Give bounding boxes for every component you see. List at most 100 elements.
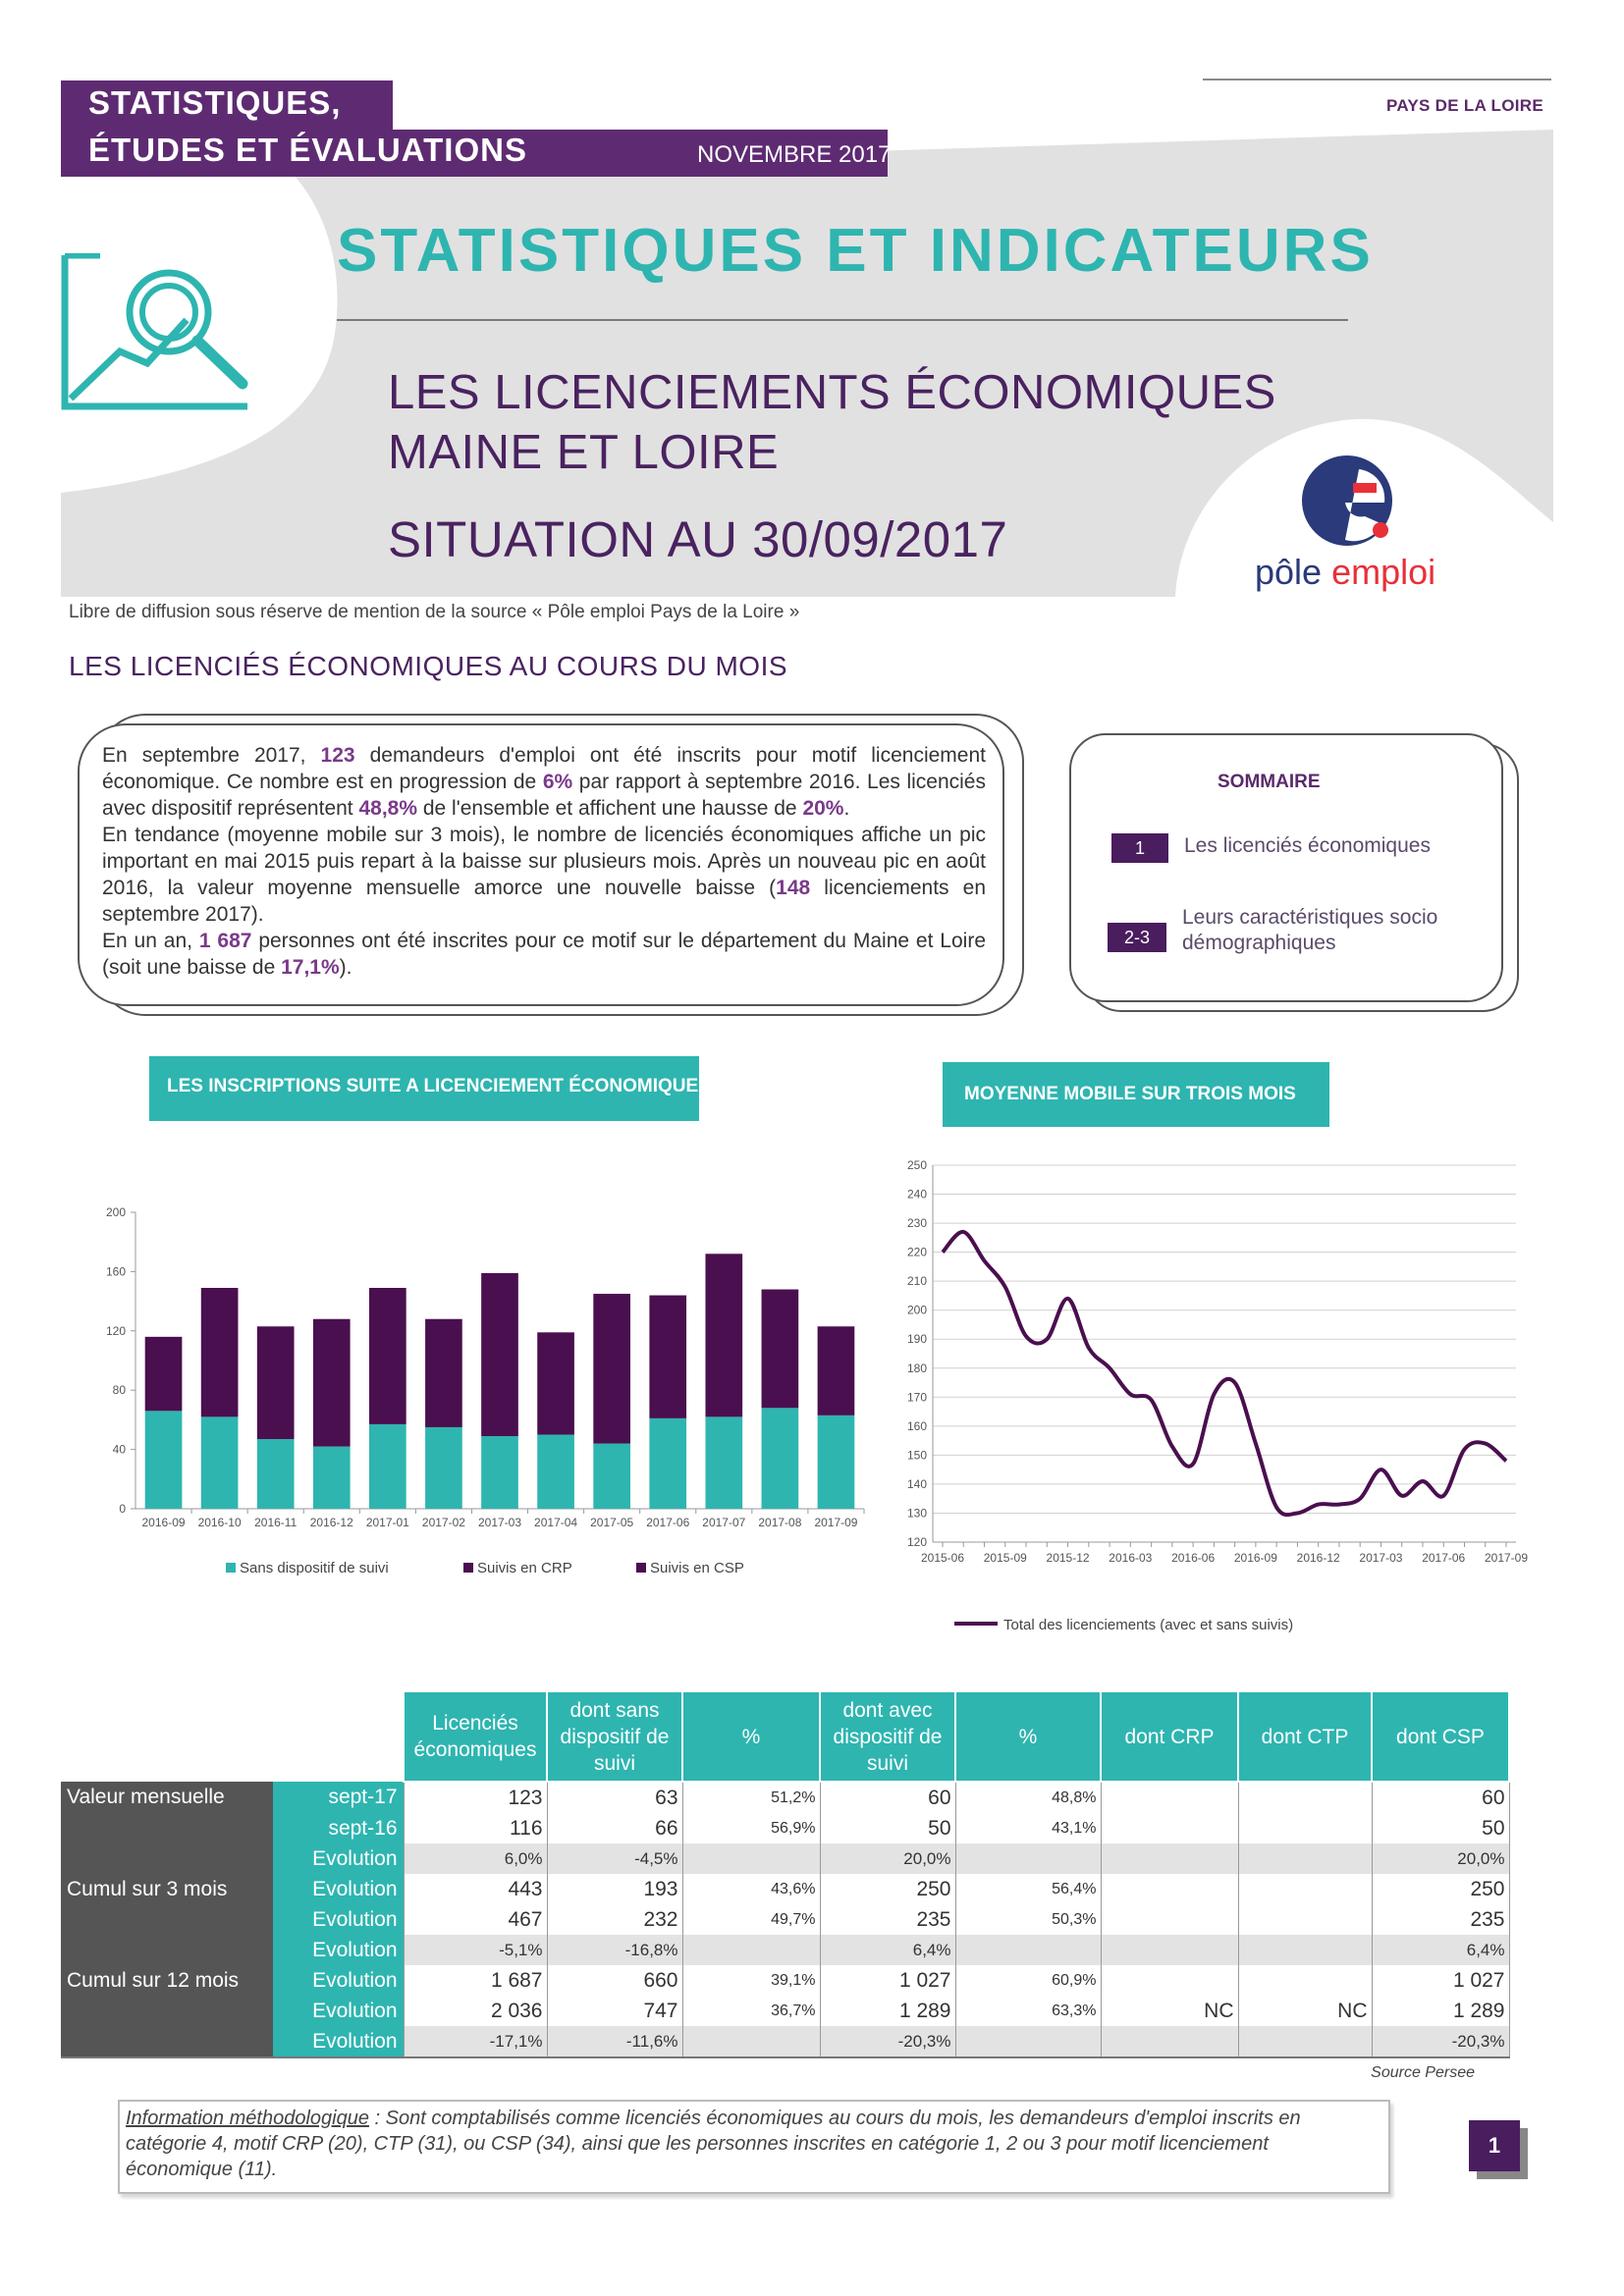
bar-segment-sans-dispositif: [369, 1423, 406, 1509]
line-x-tick-label: 2016-06: [1171, 1551, 1215, 1565]
bar-segment-sans-dispositif: [425, 1426, 462, 1509]
table-cell: 250: [1371, 1874, 1510, 1904]
table-row: Evolution -17,1% -11,6% -20,3% -20,3%: [61, 2026, 1510, 2058]
bar-segment-csp: [761, 1289, 799, 1409]
table-cell: [1237, 1813, 1373, 1843]
table-cell: [1100, 1904, 1239, 1935]
row-sublabel: sept-16: [273, 1813, 404, 1843]
bar-legend-swatch: [226, 1563, 236, 1573]
bar-segment-csp: [256, 1326, 295, 1440]
bar-x-tick-label: 2016-11: [254, 1516, 297, 1529]
table-row: Valeur mensuelle sept-17 123 63 51,2% 60 48,8%…: [61, 1782, 1510, 1813]
table-cell: 6,4%: [819, 1935, 956, 1965]
table-cell: [1237, 1904, 1373, 1935]
bar-x-tick-label: 2017-07: [702, 1516, 745, 1529]
table-cell: 1 289: [819, 1996, 956, 2026]
table-cell: [1237, 2026, 1373, 2058]
table-cell: 43,6%: [681, 1874, 821, 1904]
bar-x-tick-label: 2017-05: [590, 1516, 633, 1529]
table-cell: [1237, 1874, 1373, 1904]
bar-segment-csp: [312, 1318, 351, 1447]
bar-segment-csp: [649, 1295, 687, 1418]
bar-segment-csp: [200, 1288, 239, 1417]
table-cell: 50: [819, 1813, 956, 1843]
bar-x-tick-label: 2017-04: [534, 1516, 577, 1529]
row-sublabel: Evolution: [273, 1843, 404, 1874]
table-header: dont CRP: [1100, 1690, 1239, 1783]
bar-segment-sans-dispositif: [649, 1417, 687, 1509]
methodology-box: Information méthodologique : Sont compta…: [118, 2100, 1390, 2194]
table-cell: [681, 1843, 821, 1874]
table-cell: -20,3%: [819, 2026, 956, 2058]
row-sublabel: Evolution: [273, 1965, 404, 1996]
sommaire-item-2-label[interactable]: Leurs caractéristiques socio démographiq…: [1182, 906, 1438, 954]
table-cell: 193: [546, 1874, 683, 1904]
pole-emploi-logo-text: pôle emploi: [1255, 552, 1435, 593]
table-row: Evolution 467 232 49,7% 235 50,3% 235: [61, 1904, 1510, 1935]
table-cell: 63,3%: [954, 1996, 1102, 2026]
bar-x-tick-label: 2017-08: [758, 1516, 801, 1529]
line-y-tick-label: 210: [907, 1274, 927, 1288]
title-rule: [337, 319, 1348, 321]
table-header: dont sans dispositif de suivi: [546, 1690, 683, 1783]
main-title: STATISTIQUES ET INDICATEURS: [337, 217, 1374, 285]
table-row: Cumul sur 12 mois Evolution 1 687 660 39,1% 1…: [61, 1965, 1510, 1996]
table-cell: [954, 2026, 1102, 2058]
bar-segment-csp: [144, 1336, 183, 1412]
bar-chart: 0 40 80 120 160 200 2016-09 2016-10 2016-11 2016-…: [106, 1205, 865, 1576]
table-row: Evolution -5,1% -16,8% 6,4% 6,4%: [61, 1935, 1510, 1965]
sommaire-title: SOMMAIRE: [1218, 772, 1321, 792]
line-y-tick-label: 150: [907, 1448, 927, 1462]
table-header: dont CSP: [1371, 1690, 1510, 1783]
header-top-rule: [1203, 79, 1551, 80]
bar-y-tick-label: 120: [106, 1324, 126, 1338]
table-cell: [1100, 1965, 1239, 1996]
bar-segment-sans-dispositif: [761, 1408, 799, 1509]
series-title-line1: STATISTIQUES,: [88, 84, 342, 121]
intro-frame: [78, 714, 1024, 1016]
bar-segment-sans-dispositif: [312, 1446, 351, 1509]
line-y-tick-label: 190: [907, 1332, 927, 1346]
row-label: [61, 1935, 273, 1965]
table-cell: -20,3%: [1371, 2026, 1510, 2058]
table-cell: -11,6%: [546, 2026, 683, 2058]
table-header: Licenciés économiques: [403, 1690, 548, 1783]
bar-x-tick-label: 2016-09: [142, 1516, 186, 1529]
sommaire-item-1-label[interactable]: Les licenciés économiques: [1184, 834, 1431, 857]
subtitle-line2: MAINE ET LOIRE: [388, 426, 780, 479]
table-cell: 48,8%: [954, 1782, 1102, 1813]
bar-legend-swatch: [463, 1563, 473, 1573]
table-cell: 235: [819, 1904, 956, 1935]
chart-banner-inscriptions: LES INSCRIPTIONS SUITE A LICENCIEMENT ÉC…: [149, 1056, 699, 1121]
table-cell: 116: [403, 1813, 548, 1843]
bar-segment-csp: [481, 1272, 518, 1437]
table-cell: 1 289: [1371, 1996, 1510, 2026]
table-cell: 660: [546, 1965, 683, 1996]
chart-banner-moving-average: MOYENNE MOBILE SUR TROIS MOIS: [943, 1062, 1329, 1127]
table-cell: 20,0%: [819, 1843, 956, 1874]
table-cell: -5,1%: [403, 1935, 548, 1965]
table-cell: 467: [403, 1904, 548, 1935]
table-cell: 60: [1371, 1782, 1510, 1813]
table-header: %: [681, 1690, 821, 1783]
sommaire-frame: [1069, 733, 1519, 1012]
bar-y-tick-label: 0: [119, 1502, 126, 1516]
line-y-tick-label: 230: [907, 1216, 927, 1230]
line-y-tick-label: 180: [907, 1362, 927, 1375]
table-row: sept-16 116 66 56,9% 50 43,1% 50: [61, 1813, 1510, 1843]
row-sublabel: Evolution: [273, 1996, 404, 2026]
table-cell: [954, 1843, 1102, 1874]
table-cell: 6,0%: [403, 1843, 548, 1874]
row-sublabel: Evolution: [273, 1935, 404, 1965]
line-y-tick-label: 120: [907, 1535, 927, 1549]
table-cell: [1237, 1935, 1373, 1965]
series-title-line2: ÉTUDES ET ÉVALUATIONS: [88, 132, 527, 168]
table-cell: [1100, 2026, 1239, 2058]
table-cell: 36,7%: [681, 1996, 821, 2026]
line-y-tick-label: 240: [907, 1188, 927, 1201]
table-cell: 56,9%: [681, 1813, 821, 1843]
line-x-tick-label: 2015-12: [1047, 1551, 1090, 1565]
table-cell: [1237, 1843, 1373, 1874]
bar-x-tick-label: 2017-06: [646, 1516, 689, 1529]
bar-y-tick-label: 80: [113, 1383, 127, 1397]
